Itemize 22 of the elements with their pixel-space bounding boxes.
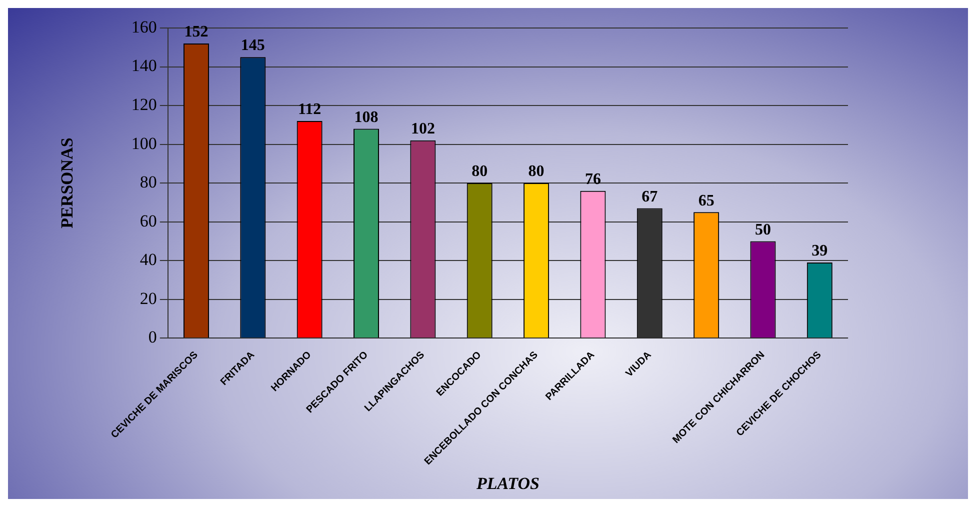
y-tick-label: 100 [131,134,157,153]
y-tick-label: 0 [148,328,157,347]
data-label: 39 [812,242,828,260]
data-label: 80 [528,163,544,180]
y-tick-label: 60 [140,211,157,230]
data-label: 112 [298,101,322,118]
data-label: 102 [410,120,435,138]
y-tick-label: 160 [131,17,157,36]
y-tick-label: 80 [140,172,157,192]
x-axis-title: PLATOS [475,474,540,494]
y-tick-label: 20 [140,288,157,308]
data-label: 67 [642,188,658,206]
y-axis-title: PERSONAS [58,138,77,228]
data-label: 80 [472,163,488,180]
y-tick-label: 120 [131,95,157,114]
data-label: 145 [240,37,265,54]
data-label: 108 [354,108,378,126]
data-label: 152 [184,24,208,41]
data-label: 50 [754,221,771,238]
y-tick-label: 40 [140,250,157,270]
y-tick-label: 140 [131,56,157,76]
data-label: 65 [698,192,714,210]
